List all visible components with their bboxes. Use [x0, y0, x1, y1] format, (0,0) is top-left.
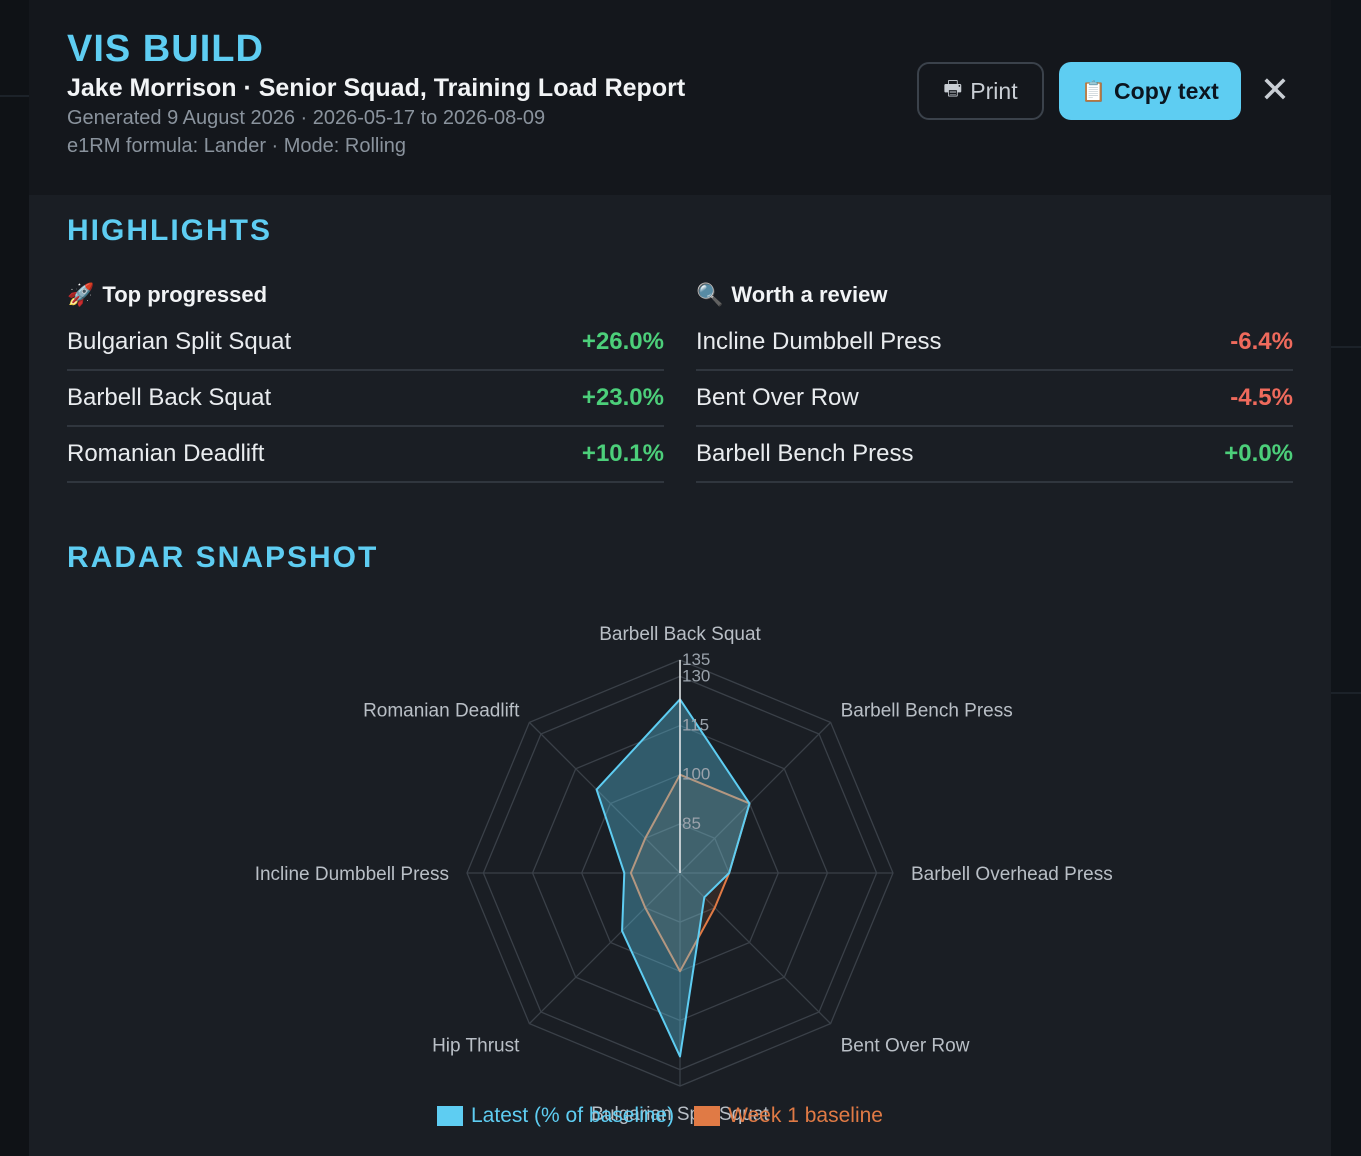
top-progressed-column: 🚀 Top progressed Bulgarian Split Squat +…: [67, 275, 664, 483]
worth-review-heading: 🔍 Worth a review: [696, 275, 1293, 315]
worth-review-column: 🔍 Worth a review Incline Dumbbell Press …: [696, 275, 1293, 483]
legend-label-latest: Latest (% of baseline): [471, 1104, 675, 1127]
exercise-name: Bulgarian Split Squat: [67, 328, 292, 355]
background-divider: [1331, 346, 1361, 348]
radar-tick-label: 115: [682, 716, 709, 735]
change-value: +26.0%: [581, 328, 664, 355]
print-button[interactable]: 🖶 Print: [917, 62, 1044, 120]
highlights-title: HIGHLIGHTS: [67, 214, 272, 247]
list-item: Romanian Deadlift +10.1%: [67, 427, 664, 483]
radar-legend: Latest (% of baseline) Week 1 baseline: [437, 1104, 883, 1128]
copy-text-button[interactable]: 📋 Copy text: [1059, 62, 1241, 120]
radar-category-label: Bulgarian Split Squat: [591, 1104, 769, 1125]
background-right-panel: [1331, 0, 1361, 1156]
print-button-label: Print: [970, 77, 1018, 104]
radar-category-label: Hip Thrust: [432, 1036, 520, 1057]
change-value: -6.4%: [1230, 328, 1293, 355]
change-value: +23.0%: [581, 384, 664, 411]
report-subtitle: Jake Morrison · Senior Squad, Training L…: [67, 74, 686, 102]
close-icon[interactable]: ✕: [1259, 69, 1291, 110]
radar-spoke: [679, 721, 832, 874]
background-divider: [1331, 692, 1361, 694]
radar-category-label: Bent Over Row: [841, 1036, 970, 1057]
list-item: Incline Dumbbell Press -6.4%: [696, 315, 1293, 371]
background-left-panel: [0, 0, 29, 1156]
change-value: +10.1%: [581, 440, 664, 467]
legend-item-baseline[interactable]: Week 1 baseline: [694, 1104, 883, 1128]
change-value: +0.0%: [1224, 440, 1293, 467]
radar-spoke: [528, 721, 681, 874]
top-progressed-heading: 🚀 Top progressed: [67, 275, 664, 315]
legend-swatch-latest: [437, 1106, 463, 1126]
legend-item-latest[interactable]: Latest (% of baseline): [437, 1104, 674, 1128]
radar-category-label: Romanian Deadlift: [363, 700, 520, 721]
brand-title: VIS BUILD: [67, 28, 264, 70]
legend-label-baseline: Week 1 baseline: [728, 1104, 883, 1127]
radar-tick-label: 85: [682, 814, 701, 833]
list-item: Bent Over Row -4.5%: [696, 371, 1293, 427]
radar-category-label: Barbell Bench Press: [841, 700, 1013, 721]
radar-series-latest: [595, 698, 751, 1058]
clipboard-icon: 📋: [1081, 80, 1107, 103]
exercise-name: Incline Dumbbell Press: [696, 328, 942, 355]
radar-title: RADAR SNAPSHOT: [67, 541, 379, 574]
modal-header: VIS BUILD Jake Morrison · Senior Squad, …: [29, 0, 1331, 195]
list-item: Barbell Back Squat +23.0%: [67, 371, 664, 427]
change-value: -4.5%: [1230, 384, 1293, 411]
background-divider: [0, 95, 29, 97]
radar-tick-label: 130: [682, 666, 710, 685]
list-item: Bulgarian Split Squat +26.0%: [67, 315, 664, 371]
radar-category-label: Barbell Back Squat: [599, 624, 761, 645]
report-formula-info: e1RM formula: Lander · Mode: Rolling: [67, 135, 407, 157]
report-modal: VIS BUILD Jake Morrison · Senior Squad, …: [29, 0, 1331, 1156]
legend-swatch-baseline: [694, 1106, 721, 1126]
magnifier-icon: 🔍: [696, 282, 724, 307]
exercise-name: Barbell Bench Press: [696, 440, 914, 467]
exercise-name: Romanian Deadlift: [67, 440, 265, 467]
rocket-icon: 🚀: [67, 282, 95, 307]
radar-spoke: [528, 872, 681, 1025]
radar-tick-label: 100: [682, 765, 710, 784]
radar-category-label: Incline Dumbbell Press: [255, 864, 449, 885]
list-item: Barbell Bench Press +0.0%: [696, 427, 1293, 483]
radar-tick-label: 135: [682, 650, 710, 669]
worth-review-label: Worth a review: [731, 282, 888, 307]
radar-category-label: Barbell Overhead Press: [911, 864, 1113, 885]
top-progressed-label: Top progressed: [102, 282, 268, 307]
exercise-name: Bent Over Row: [696, 384, 859, 411]
report-generated-info: Generated 9 August 2026 · 2026-05-17 to …: [67, 107, 546, 129]
exercise-name: Barbell Back Squat: [67, 384, 272, 411]
printer-icon: 🖶: [943, 78, 963, 100]
copy-button-label: Copy text: [1114, 77, 1219, 104]
